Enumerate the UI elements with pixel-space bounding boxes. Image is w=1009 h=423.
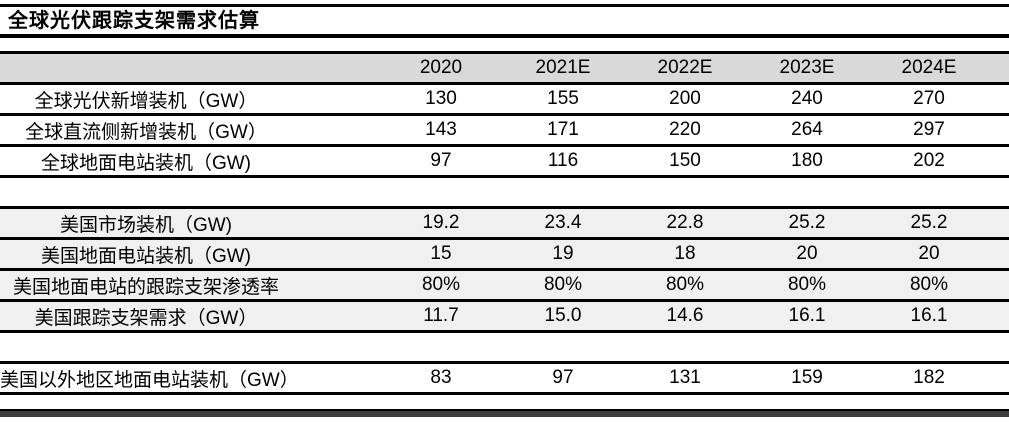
row-label	[0, 332, 380, 363]
cell-value: 80%	[543, 274, 583, 295]
cell-value: 25.2	[788, 212, 826, 233]
filler-cell	[990, 332, 1009, 363]
table-body: 全球光伏新增装机（GW） 130 155 200 240 270 全球直流侧新增装机（GW）…	[0, 84, 1009, 394]
cell-value: 297	[913, 119, 945, 140]
table-row: 美国地面电站的跟踪支架渗透率 80% 80% 80% 80% 80%	[0, 269, 1009, 301]
cell-value: 171	[547, 119, 579, 140]
cell-value: 143	[425, 119, 457, 140]
cell-value: 80%	[909, 274, 949, 295]
cell-value	[380, 332, 502, 363]
cell-value: 15	[430, 243, 452, 264]
cell-value	[502, 332, 624, 363]
cell-value: 16.1	[910, 305, 948, 326]
cell-value: 270	[913, 88, 945, 109]
cell-value: 14.6	[666, 305, 704, 326]
cell-value	[868, 177, 990, 208]
cell-value: 159	[791, 367, 823, 388]
filler-cell	[990, 115, 1009, 146]
row-label: 美国地面电站的跟踪支架渗透率	[12, 276, 279, 298]
header-year-2024e: 2024E	[901, 57, 957, 78]
cell-value: 220	[669, 119, 701, 140]
cell-value: 16.1	[788, 305, 826, 326]
cell-value: 25.2	[910, 212, 948, 233]
cell-value: 18	[674, 243, 696, 264]
cell-value: 182	[913, 367, 945, 388]
cell-value: 23.4	[544, 212, 582, 233]
title-underline	[0, 34, 1009, 38]
cell-value	[868, 332, 990, 363]
demand-table: 2020 2021E 2022E 2023E 2024E 全球光伏新增装机（GW…	[0, 51, 1009, 395]
filler-cell	[990, 84, 1009, 115]
cell-value	[746, 177, 868, 208]
row-label: 美国跟踪支架需求（GW）	[34, 307, 258, 329]
header-label-cell	[0, 53, 380, 84]
cell-value: 20	[918, 243, 940, 264]
cell-value: 19.2	[422, 212, 460, 233]
row-label: 美国以外地区地面电站装机（GW）	[0, 369, 299, 391]
cell-value: 80%	[665, 274, 705, 295]
header-row: 2020 2021E 2022E 2023E 2024E	[0, 52, 1009, 84]
cell-value: 150	[669, 150, 701, 171]
cell-value: 11.7	[423, 305, 459, 326]
table-row: 美国地面电站装机（GW) 15 19 18 20 20	[0, 238, 1009, 270]
table-row: 美国跟踪支架需求（GW） 11.7 15.0 14.6 16.1 16.1	[0, 300, 1009, 332]
cell-value: 80%	[421, 274, 461, 295]
filler-cell	[990, 363, 1009, 394]
cell-value: 19	[552, 243, 574, 264]
row-label	[0, 177, 380, 208]
cell-value: 22.8	[666, 212, 704, 233]
cell-value: 83	[430, 367, 452, 388]
cell-value: 130	[425, 88, 457, 109]
header-year-2020: 2020	[419, 57, 463, 78]
cell-value: 180	[791, 150, 823, 171]
cell-value: 97	[430, 150, 452, 171]
cell-value: 97	[552, 367, 574, 388]
top-rule	[0, 4, 1009, 7]
cell-value: 200	[669, 88, 701, 109]
row-label: 美国地面电站装机（GW)	[40, 245, 252, 267]
header-year-2022e: 2022E	[657, 57, 713, 78]
row-label: 美国市场装机（GW)	[59, 214, 233, 236]
cell-value: 131	[669, 367, 701, 388]
filler-cell	[990, 177, 1009, 208]
cell-value: 20	[796, 243, 818, 264]
filler-cell	[990, 270, 1009, 301]
cell-value	[380, 177, 502, 208]
bottom-rule	[0, 409, 1009, 417]
spacer-row	[0, 176, 1009, 208]
filler-cell	[990, 146, 1009, 177]
header-year-2023e: 2023E	[779, 57, 835, 78]
cell-value: 240	[791, 88, 823, 109]
cell-value: 116	[547, 150, 579, 171]
cell-value	[502, 177, 624, 208]
cell-value: 202	[913, 150, 945, 171]
cell-value: 264	[791, 119, 823, 140]
header-filler-cell	[990, 53, 1009, 84]
table-row: 全球光伏新增装机（GW） 130 155 200 240 270	[0, 84, 1009, 115]
cell-value	[624, 177, 746, 208]
filler-cell	[990, 301, 1009, 332]
filler-cell	[990, 239, 1009, 270]
row-label: 全球直流侧新增装机（GW）	[25, 121, 267, 143]
filler-cell	[990, 208, 1009, 239]
table-title: 全球光伏跟踪支架需求估算	[8, 10, 260, 32]
header-year-2021e: 2021E	[535, 57, 591, 78]
spacer-row	[0, 331, 1009, 363]
cell-value: 155	[547, 88, 579, 109]
table-row: 全球直流侧新增装机（GW） 143 171 220 264 297	[0, 115, 1009, 146]
cell-value	[746, 332, 868, 363]
cell-value: 80%	[787, 274, 827, 295]
table-row: 美国以外地区地面电站装机（GW） 83 97 131 159 182	[0, 363, 1009, 394]
row-label: 全球光伏新增装机（GW）	[34, 90, 258, 112]
row-label: 全球地面电站装机（GW)	[40, 152, 252, 174]
table-row: 全球地面电站装机（GW) 97 116 150 180 202	[0, 146, 1009, 177]
table-row: 美国市场装机（GW) 19.2 23.4 22.8 25.2 25.2	[0, 207, 1009, 239]
cell-value	[624, 332, 746, 363]
cell-value: 15.0	[544, 305, 582, 326]
